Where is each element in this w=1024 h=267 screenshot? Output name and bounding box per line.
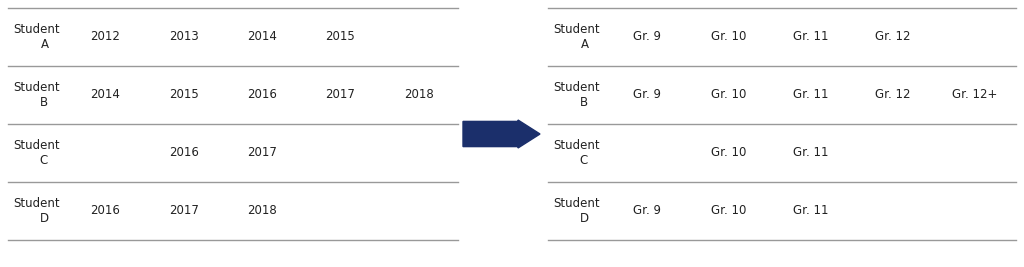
Text: Gr. 12+: Gr. 12+ [952,88,997,101]
Text: Gr. 12: Gr. 12 [876,30,910,44]
Text: 2017: 2017 [326,88,355,101]
Text: Student
    C: Student C [554,139,600,167]
Text: Student
    C: Student C [13,139,60,167]
Text: Gr. 11: Gr. 11 [794,30,828,44]
Text: Student
    D: Student D [13,197,60,225]
Text: Student
    A: Student A [554,23,600,51]
Text: 2016: 2016 [247,88,276,101]
Text: 2015: 2015 [169,88,199,101]
Text: Gr. 11: Gr. 11 [794,88,828,101]
Text: Gr. 10: Gr. 10 [712,205,746,218]
Text: 2013: 2013 [169,30,199,44]
Text: 2015: 2015 [326,30,355,44]
Text: 2014: 2014 [90,88,120,101]
Text: 2016: 2016 [169,147,199,159]
Text: Student
    B: Student B [13,81,60,109]
Text: 2012: 2012 [90,30,120,44]
Text: Gr. 10: Gr. 10 [712,30,746,44]
Text: Gr. 9: Gr. 9 [633,30,662,44]
Text: Student
    A: Student A [13,23,60,51]
Text: Gr. 12: Gr. 12 [876,88,910,101]
Text: Gr. 10: Gr. 10 [712,88,746,101]
Text: Gr. 10: Gr. 10 [712,147,746,159]
Text: Gr. 9: Gr. 9 [633,88,662,101]
Text: 2018: 2018 [247,205,276,218]
Polygon shape [463,120,540,148]
Text: Gr. 11: Gr. 11 [794,147,828,159]
Text: 2018: 2018 [403,88,434,101]
Text: 2016: 2016 [90,205,120,218]
Text: Gr. 9: Gr. 9 [633,205,662,218]
Text: 2014: 2014 [247,30,276,44]
Text: Gr. 11: Gr. 11 [794,205,828,218]
Text: Student
    B: Student B [554,81,600,109]
Text: 2017: 2017 [247,147,276,159]
Text: Student
    D: Student D [554,197,600,225]
Text: 2017: 2017 [169,205,199,218]
